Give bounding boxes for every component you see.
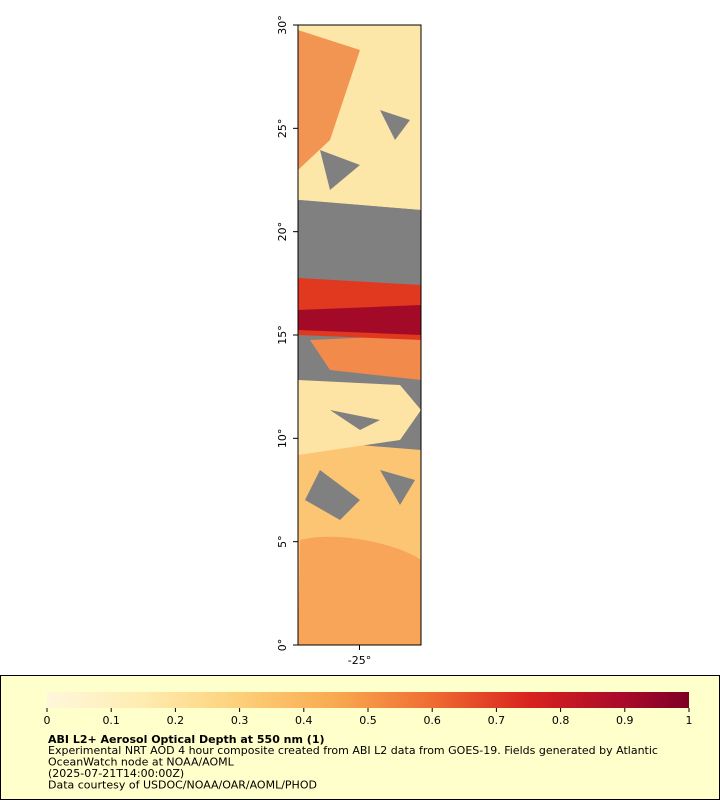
lat-tick-label: 20° — [276, 222, 289, 242]
colorbar-tick-label: 0.2 — [167, 714, 185, 727]
colorbar-tick-label: 0.4 — [295, 714, 313, 727]
colorbar-tick-label: 0 — [44, 714, 51, 727]
lon-tick-label: -25° — [348, 654, 371, 667]
colorbar-tick-label: 0.5 — [359, 714, 377, 727]
lat-tick-label: 25° — [276, 119, 289, 139]
lat-tick-label: 5° — [276, 535, 289, 548]
lat-tick-label: 30° — [276, 15, 289, 35]
colorbar-tick-label: 0.9 — [616, 714, 634, 727]
legend-line: (2025-07-21T14:00:00Z) — [48, 767, 184, 780]
colorbar-tick-label: 1 — [686, 714, 693, 727]
lat-tick-label: 0° — [276, 639, 289, 652]
legend-line: Experimental NRT AOD 4 hour composite cr… — [48, 744, 658, 757]
colorbar — [47, 692, 689, 708]
lat-tick-label: 10° — [276, 429, 289, 449]
lat-tick-label: 15° — [276, 325, 289, 345]
aod-image — [298, 25, 421, 645]
colorbar-tick-label: 0.3 — [231, 714, 249, 727]
colorbar-tick-label: 0.8 — [552, 714, 570, 727]
legend-title: ABI L2+ Aerosol Optical Depth at 550 nm … — [48, 733, 325, 746]
legend-line: OceanWatch node at NOAA/AOML — [48, 756, 235, 769]
colorbar-tick-label: 0.6 — [423, 714, 441, 727]
colorbar-tick-label: 0.7 — [488, 714, 506, 727]
colorbar-tick-label: 0.1 — [102, 714, 120, 727]
legend-line: Data courtesy of USDOC/NOAA/OAR/AOML/PHO… — [48, 779, 317, 792]
